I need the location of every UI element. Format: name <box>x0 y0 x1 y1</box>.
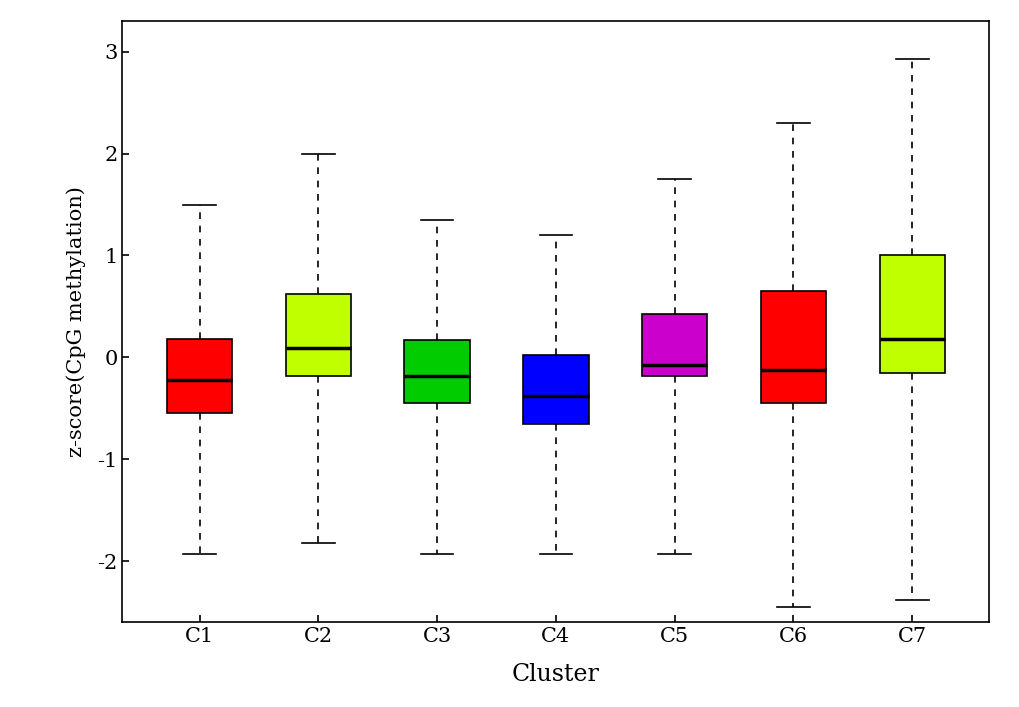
PathPatch shape <box>760 291 825 403</box>
Y-axis label: z-score(CpG methylation): z-score(CpG methylation) <box>66 186 86 457</box>
PathPatch shape <box>167 339 232 414</box>
PathPatch shape <box>285 294 351 375</box>
PathPatch shape <box>523 356 588 423</box>
PathPatch shape <box>641 313 706 375</box>
X-axis label: Cluster: Cluster <box>512 662 599 686</box>
PathPatch shape <box>405 340 470 403</box>
PathPatch shape <box>878 255 944 373</box>
